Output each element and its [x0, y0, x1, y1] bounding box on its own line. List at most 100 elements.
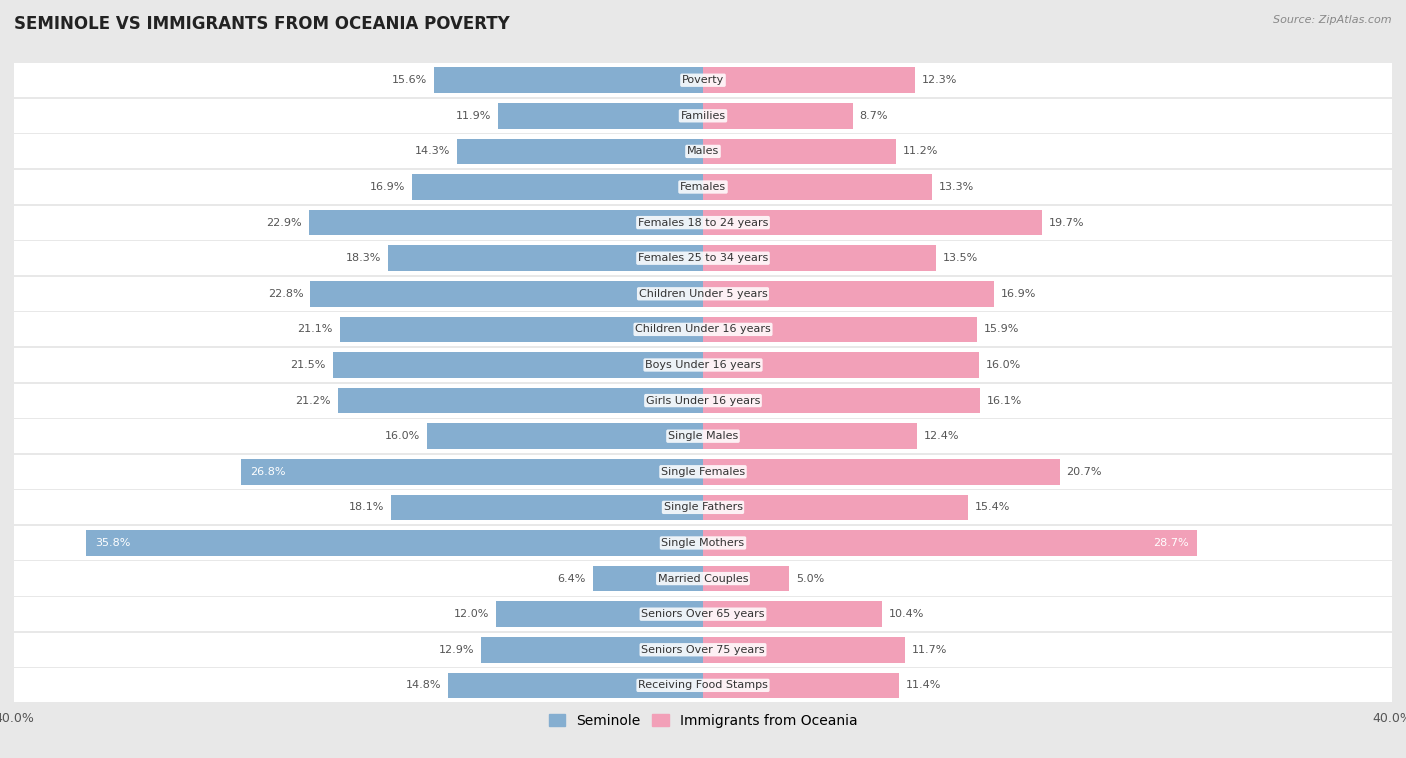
Text: 28.7%: 28.7%	[1153, 538, 1188, 548]
Text: Families: Families	[681, 111, 725, 121]
Bar	[14, 63, 1392, 97]
Bar	[340, 317, 703, 342]
Bar	[308, 210, 703, 236]
Text: Single Mothers: Single Mothers	[661, 538, 745, 548]
Bar	[311, 281, 703, 307]
Text: Single Males: Single Males	[668, 431, 738, 441]
Bar	[412, 174, 703, 200]
Text: Females 25 to 34 years: Females 25 to 34 years	[638, 253, 768, 263]
Bar	[14, 170, 1392, 204]
Text: 26.8%: 26.8%	[250, 467, 285, 477]
Bar	[703, 210, 1042, 236]
Bar	[14, 419, 1392, 453]
Text: Seniors Over 65 years: Seniors Over 65 years	[641, 609, 765, 619]
Bar	[388, 246, 703, 271]
Text: 10.4%: 10.4%	[889, 609, 924, 619]
Text: SEMINOLE VS IMMIGRANTS FROM OCEANIA POVERTY: SEMINOLE VS IMMIGRANTS FROM OCEANIA POVE…	[14, 15, 510, 33]
Text: 12.3%: 12.3%	[922, 75, 957, 85]
Bar	[457, 139, 703, 164]
Bar	[703, 317, 977, 342]
Bar	[703, 388, 980, 413]
Bar	[496, 601, 703, 627]
Text: 11.4%: 11.4%	[907, 681, 942, 691]
Bar	[427, 424, 703, 449]
Bar	[14, 241, 1392, 275]
Text: Single Fathers: Single Fathers	[664, 503, 742, 512]
Text: 5.0%: 5.0%	[796, 574, 824, 584]
Text: Boys Under 16 years: Boys Under 16 years	[645, 360, 761, 370]
Text: 35.8%: 35.8%	[96, 538, 131, 548]
Bar	[14, 348, 1392, 382]
Text: 8.7%: 8.7%	[859, 111, 889, 121]
Text: Single Females: Single Females	[661, 467, 745, 477]
Bar	[703, 494, 969, 520]
Bar	[703, 281, 994, 307]
Bar	[14, 490, 1392, 525]
Bar	[703, 103, 853, 129]
Bar	[14, 455, 1392, 489]
Bar	[703, 530, 1198, 556]
Text: 21.5%: 21.5%	[291, 360, 326, 370]
Text: 13.5%: 13.5%	[942, 253, 977, 263]
Text: 16.0%: 16.0%	[385, 431, 420, 441]
Bar	[703, 459, 1060, 484]
Text: 11.2%: 11.2%	[903, 146, 938, 156]
Text: 6.4%: 6.4%	[558, 574, 586, 584]
Bar	[86, 530, 703, 556]
Bar	[391, 494, 703, 520]
Text: 11.7%: 11.7%	[911, 645, 946, 655]
Text: 15.4%: 15.4%	[976, 503, 1011, 512]
Bar	[481, 637, 703, 662]
Text: Seniors Over 75 years: Seniors Over 75 years	[641, 645, 765, 655]
Bar	[593, 565, 703, 591]
Text: Females 18 to 24 years: Females 18 to 24 years	[638, 218, 768, 227]
Text: 12.0%: 12.0%	[454, 609, 489, 619]
Bar	[703, 174, 932, 200]
Bar	[14, 526, 1392, 560]
Text: Poverty: Poverty	[682, 75, 724, 85]
Text: 18.1%: 18.1%	[349, 503, 384, 512]
Text: 12.4%: 12.4%	[924, 431, 959, 441]
Bar	[703, 67, 915, 93]
Bar	[703, 601, 882, 627]
Bar	[14, 277, 1392, 311]
Bar	[703, 637, 904, 662]
Bar	[14, 99, 1392, 133]
Bar	[703, 246, 935, 271]
Bar	[14, 597, 1392, 631]
Bar	[14, 633, 1392, 667]
Text: 15.6%: 15.6%	[392, 75, 427, 85]
Bar	[14, 562, 1392, 596]
Bar	[449, 672, 703, 698]
Text: 18.3%: 18.3%	[346, 253, 381, 263]
Bar	[703, 139, 896, 164]
Text: 22.8%: 22.8%	[267, 289, 304, 299]
Text: 20.7%: 20.7%	[1066, 467, 1102, 477]
Bar	[14, 312, 1392, 346]
Bar	[434, 67, 703, 93]
Text: 16.9%: 16.9%	[370, 182, 405, 192]
Text: 21.1%: 21.1%	[297, 324, 333, 334]
Text: Source: ZipAtlas.com: Source: ZipAtlas.com	[1274, 15, 1392, 25]
Text: 15.9%: 15.9%	[984, 324, 1019, 334]
Bar	[337, 388, 703, 413]
Text: 16.0%: 16.0%	[986, 360, 1021, 370]
Text: 11.9%: 11.9%	[456, 111, 491, 121]
Text: 21.2%: 21.2%	[295, 396, 330, 406]
Text: 13.3%: 13.3%	[939, 182, 974, 192]
Text: Receiving Food Stamps: Receiving Food Stamps	[638, 681, 768, 691]
Text: Children Under 5 years: Children Under 5 years	[638, 289, 768, 299]
Text: 14.3%: 14.3%	[415, 146, 450, 156]
Bar	[703, 565, 789, 591]
Bar	[703, 424, 917, 449]
Bar	[703, 672, 900, 698]
Text: Children Under 16 years: Children Under 16 years	[636, 324, 770, 334]
Text: 19.7%: 19.7%	[1049, 218, 1084, 227]
Bar	[14, 384, 1392, 418]
Bar	[14, 669, 1392, 703]
Bar	[333, 352, 703, 377]
Text: Married Couples: Married Couples	[658, 574, 748, 584]
Legend: Seminole, Immigrants from Oceania: Seminole, Immigrants from Oceania	[543, 708, 863, 734]
Text: Girls Under 16 years: Girls Under 16 years	[645, 396, 761, 406]
Text: Females: Females	[681, 182, 725, 192]
